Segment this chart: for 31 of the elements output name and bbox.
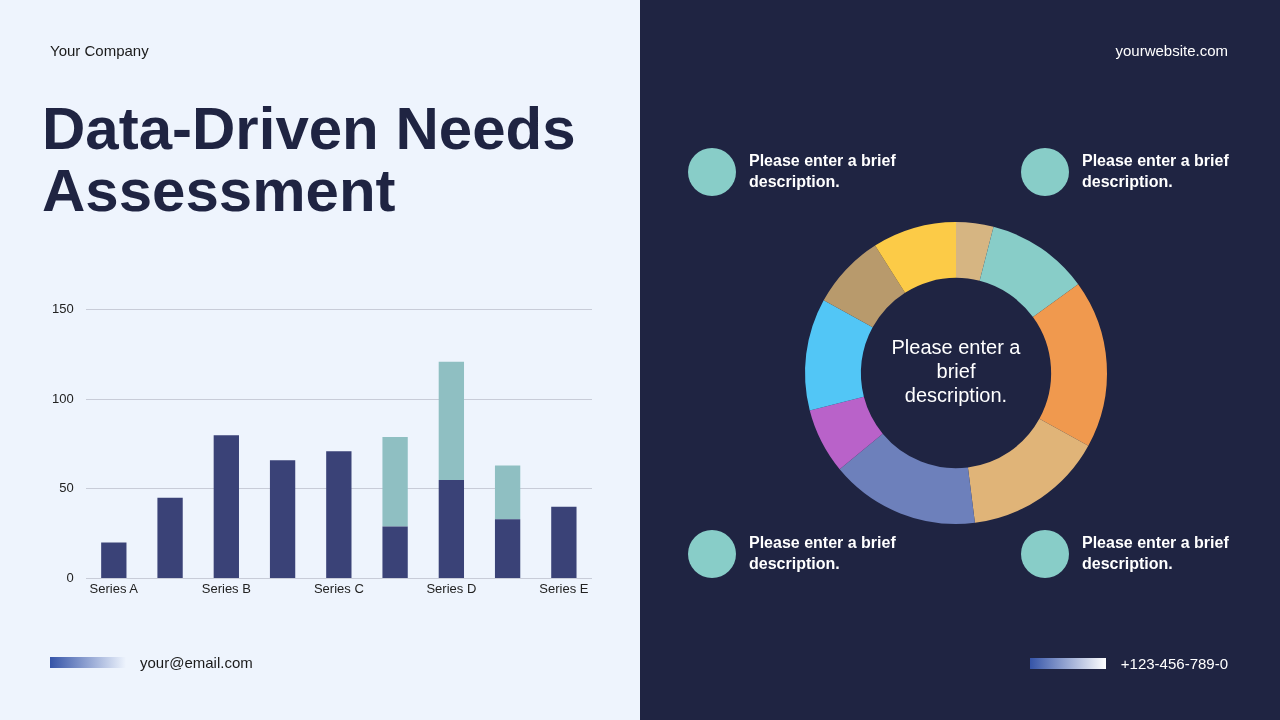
x-tick-label: Series E xyxy=(539,580,589,596)
text: Your Company xyxy=(50,42,149,59)
text: your@email.com xyxy=(140,654,253,671)
y-tick-label: 150 xyxy=(51,301,74,317)
x-tick-label: Series B xyxy=(201,580,251,596)
bar xyxy=(269,460,296,578)
y-tick-label: 0 xyxy=(66,569,74,585)
x-tick-label: Series C xyxy=(313,580,364,596)
text: +123-456-789-0 xyxy=(1120,655,1228,672)
text: Please enter a brief description. xyxy=(749,151,897,192)
bar xyxy=(382,526,408,578)
bar xyxy=(157,497,183,578)
bar xyxy=(326,451,352,578)
text: Please enter a brief description. xyxy=(1082,151,1230,192)
text: Please enter a brief description. xyxy=(749,533,897,574)
bar xyxy=(438,361,465,480)
text: Please enter a brief description. xyxy=(1082,533,1230,574)
x-tick-label: Series D xyxy=(426,580,477,596)
y-tick-label: 100 xyxy=(51,390,74,406)
bar xyxy=(551,506,577,578)
x-tick-label: Series A xyxy=(89,580,139,596)
bar xyxy=(101,542,127,578)
bar xyxy=(494,519,521,578)
text: yourwebsite.com xyxy=(1115,42,1228,59)
chart-title: Data-Driven Needs Assessment xyxy=(42,95,577,224)
bar xyxy=(382,436,408,527)
bar xyxy=(213,435,239,578)
text: Please enter a brief description. xyxy=(890,335,1022,407)
bar xyxy=(494,465,521,520)
y-tick-label: 50 xyxy=(59,480,74,496)
bar xyxy=(438,479,465,578)
